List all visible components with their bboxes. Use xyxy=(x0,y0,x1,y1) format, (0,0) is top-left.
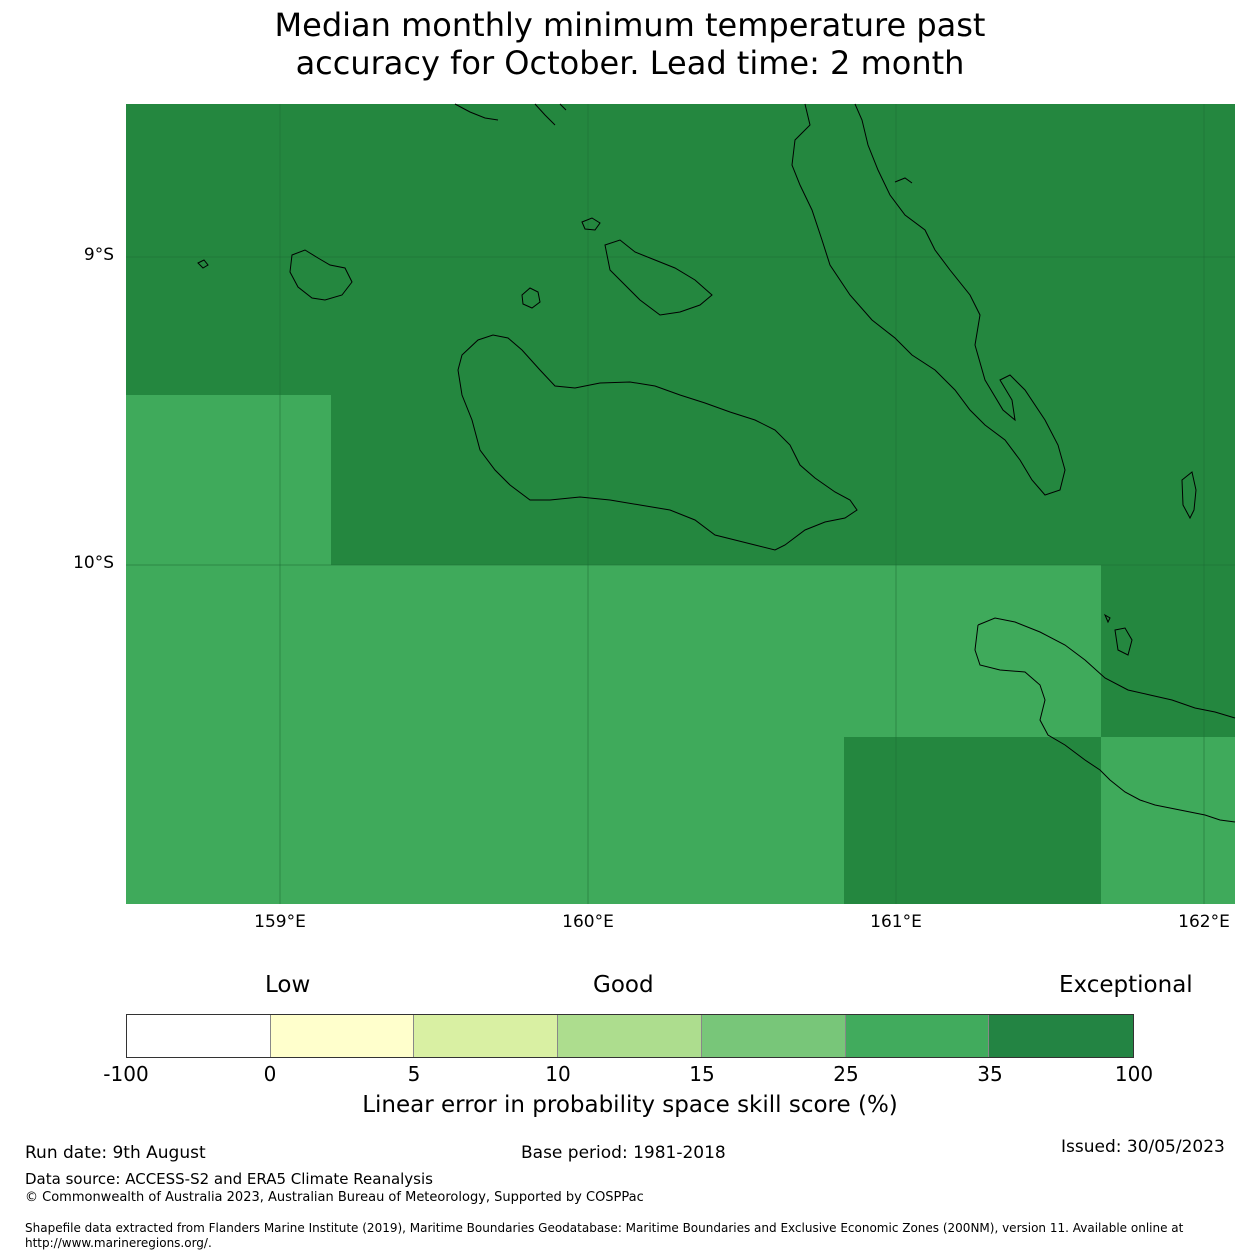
colorbar-tick-label: 5 xyxy=(407,1062,421,1086)
colorbar-bin xyxy=(558,1015,702,1057)
colorbar-tick-label: 0 xyxy=(263,1062,277,1086)
category-good: Good xyxy=(593,972,654,998)
copyright: © Commonwealth of Australia 2023, Austra… xyxy=(25,1190,644,1205)
coastlines xyxy=(197,103,1236,823)
coastline-russell-islands xyxy=(289,249,353,301)
colorbar-bin xyxy=(270,1015,415,1057)
colorbar-label: Linear error in probability space skill … xyxy=(362,1092,898,1118)
colorbar-bin xyxy=(845,1015,990,1057)
lon-label-159e: 159°E xyxy=(254,912,306,932)
shapefile-credit: Shapefile data extracted from Flanders M… xyxy=(25,1221,1225,1251)
data-source: Data source: ACCESS-S2 and ERA5 Climate … xyxy=(25,1170,433,1188)
colorbar-tick-label: 100 xyxy=(1114,1062,1154,1086)
colorbar-tick-label: 35 xyxy=(977,1062,1003,1086)
skill-cell xyxy=(126,395,331,565)
skill-cell xyxy=(844,737,1101,904)
colorbar-bin xyxy=(989,1015,1134,1057)
skill-cell xyxy=(1101,737,1235,904)
colorbar-bin xyxy=(701,1015,846,1057)
coastline-islet xyxy=(1114,627,1133,656)
run-date: Run date: 9th August xyxy=(25,1143,206,1163)
coastline-islet xyxy=(581,217,601,231)
colorbar-tick-label: 25 xyxy=(833,1062,859,1086)
coastline-savo xyxy=(521,287,541,309)
lon-label-162e: 162°E xyxy=(1178,912,1230,932)
colorbar-tick-label: 15 xyxy=(689,1062,715,1086)
category-low: Low xyxy=(265,972,311,998)
title-line-2: accuracy for October. Lead time: 2 month xyxy=(295,44,965,82)
colorbar-tick-label: 10 xyxy=(545,1062,571,1086)
lon-label-161e: 161°E xyxy=(870,912,922,932)
lon-label-160e: 160°E xyxy=(562,912,614,932)
lat-label-10s: 10°S xyxy=(73,553,114,573)
coastline-makira xyxy=(974,617,1236,823)
coastline-islet xyxy=(1181,471,1197,520)
chart-title: Median monthly minimum temperature past … xyxy=(0,6,1260,82)
colorbar xyxy=(126,1014,1134,1058)
coastline-florida-islands xyxy=(604,239,713,316)
base-period: Base period: 1981-2018 xyxy=(521,1143,726,1163)
colorbar-bin xyxy=(127,1015,271,1057)
colorbar-bin xyxy=(414,1015,559,1057)
coastline-malaita xyxy=(791,103,1066,496)
coastline-islet xyxy=(894,177,913,184)
lat-label-9s: 9°S xyxy=(83,245,114,265)
title-line-1: Median monthly minimum temperature past xyxy=(274,6,986,44)
colorbar-tick-label: -100 xyxy=(103,1062,149,1086)
skill-map xyxy=(126,103,1236,904)
category-exceptional: Exceptional xyxy=(1059,972,1193,998)
coastline-islet xyxy=(197,259,209,269)
coastline-guadalcanal xyxy=(457,334,858,551)
shapefile-credit-line-1: Shapefile data extracted from Flanders M… xyxy=(25,1221,1184,1235)
issued-date: Issued: 30/05/2023 xyxy=(1061,1137,1225,1157)
coastline-islet xyxy=(1103,613,1111,624)
skill-grid-cells xyxy=(126,104,1235,904)
shapefile-credit-line-2: http://www.marineregions.org/. xyxy=(25,1236,212,1250)
graticule xyxy=(126,104,1235,904)
coastline-northern-fragments xyxy=(454,103,567,126)
